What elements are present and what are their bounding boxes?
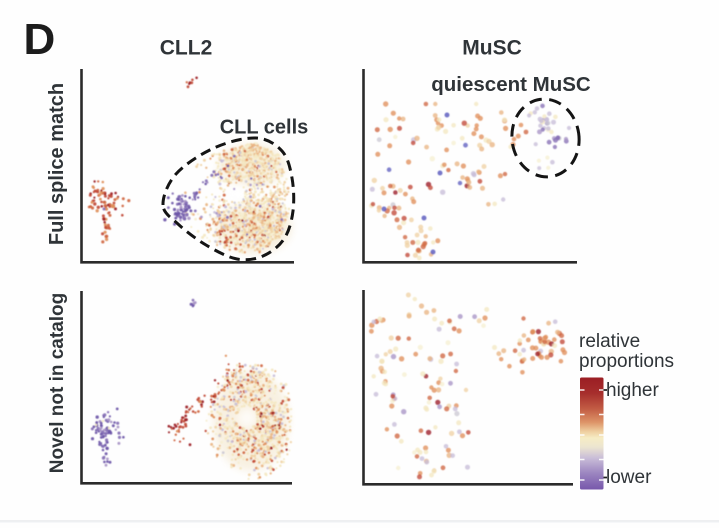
svg-text:CLL cells: CLL cells: [220, 117, 309, 139]
svg-text:proportions: proportions: [579, 351, 674, 372]
svg-text:CLL2: CLL2: [160, 37, 213, 60]
svg-text:quiescent MuSC: quiescent MuSC: [431, 73, 591, 96]
svg-text:MuSC: MuSC: [462, 37, 522, 60]
svg-text:Novel not in catalog: Novel not in catalog: [47, 293, 68, 474]
svg-text:higher: higher: [606, 380, 659, 401]
svg-text:lower: lower: [606, 467, 652, 488]
svg-text:Full splice match: Full splice match: [46, 83, 68, 245]
svg-text:relative: relative: [579, 331, 640, 352]
svg-text:D: D: [24, 15, 56, 64]
